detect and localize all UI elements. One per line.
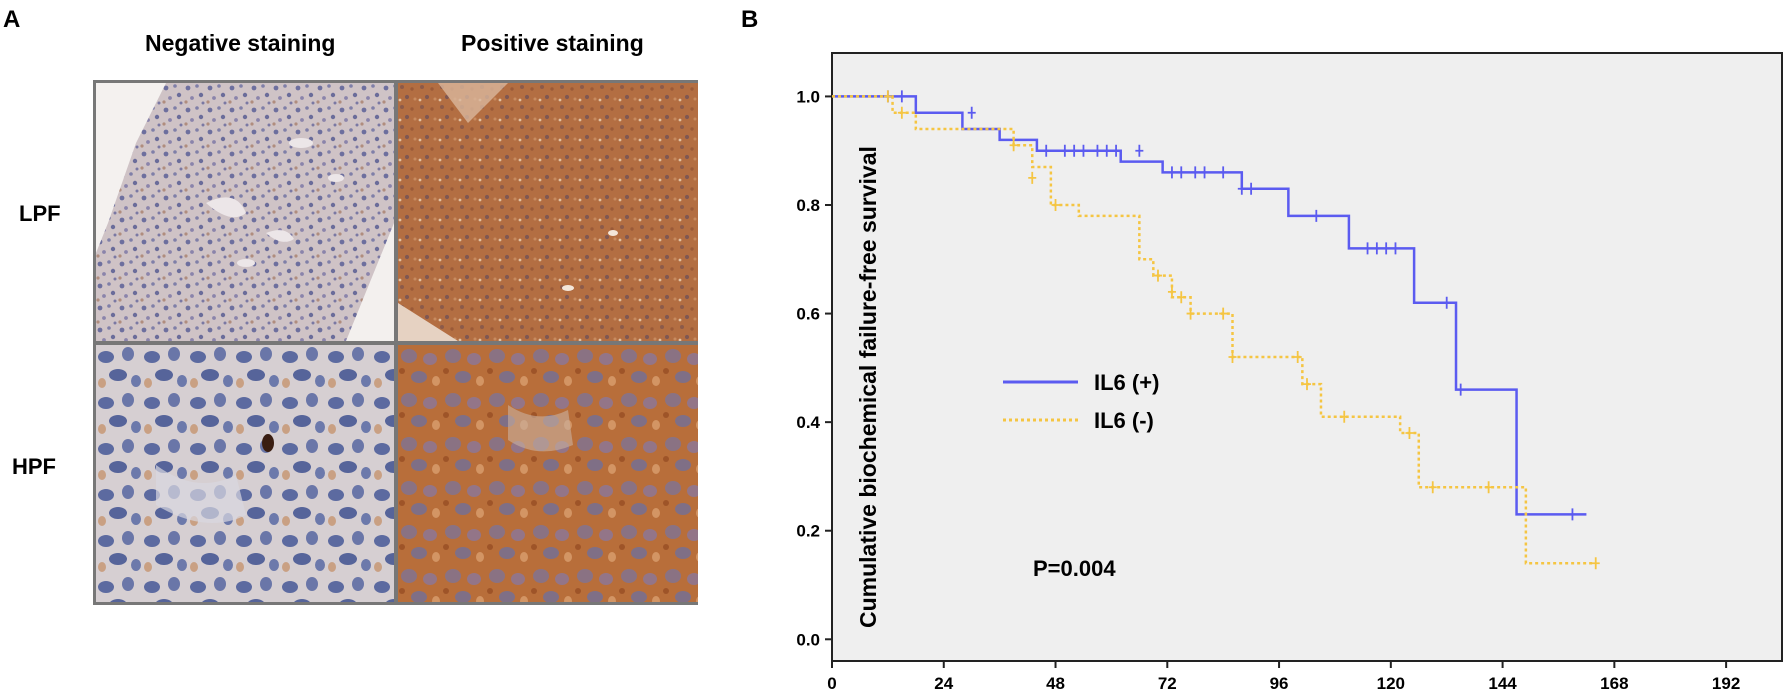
- censor-mark: [1079, 144, 1088, 157]
- x-tick-label: 192: [1712, 674, 1740, 693]
- censor-mark: [1340, 410, 1349, 423]
- censor-mark: [1009, 139, 1018, 152]
- censor-mark: [1442, 296, 1451, 309]
- y-tick-label: 0.0: [796, 630, 820, 649]
- censor-mark: [1060, 144, 1069, 157]
- censor-mark: [1028, 171, 1037, 184]
- panel-a-label: A: [3, 6, 21, 33]
- censor-mark: [1167, 166, 1176, 179]
- censor-mark: [1247, 182, 1256, 195]
- censor-mark: [1372, 242, 1381, 255]
- lpf-row-label: LPF: [19, 201, 61, 226]
- censor-mark: [1391, 242, 1400, 255]
- censor-mark: [1200, 166, 1209, 179]
- censor-mark: [967, 106, 976, 119]
- y-tick-label: 0.8: [796, 196, 820, 215]
- lpf-positive-micrograph: [398, 83, 698, 341]
- censor-mark: [1135, 144, 1144, 157]
- x-tick-label: 24: [934, 674, 953, 693]
- censor-mark: [897, 90, 906, 103]
- lpf-negative-micrograph: [96, 83, 394, 341]
- censor-mark: [1102, 144, 1111, 157]
- hpf-negative-micrograph: [96, 345, 394, 602]
- censor-mark: [1219, 166, 1228, 179]
- censor-mark: [1428, 481, 1437, 494]
- censor-mark: [1042, 144, 1051, 157]
- censor-mark: [1051, 199, 1060, 211]
- censor-mark: [1153, 269, 1162, 282]
- censor-mark: [1186, 307, 1195, 320]
- p-value-annotation: P=0.004: [1033, 556, 1116, 581]
- panel-b-label: B: [741, 6, 759, 33]
- censor-mark: [1312, 209, 1321, 222]
- y-tick-label: 1.0: [796, 87, 820, 106]
- x-tick-label: 168: [1600, 674, 1628, 693]
- x-tick-label: 0: [827, 674, 836, 693]
- censor-mark: [1456, 383, 1465, 396]
- censor-mark: [1484, 481, 1493, 494]
- censor-mark: [1303, 378, 1311, 391]
- x-tick-label: 48: [1046, 674, 1065, 693]
- censor-mark: [1219, 307, 1228, 320]
- censor-mark: [1591, 557, 1600, 570]
- positive-staining-heading: Positive staining: [461, 30, 644, 56]
- censor-mark: [1405, 427, 1414, 439]
- censor-mark: [1070, 144, 1079, 157]
- hpf-row-label: HPF: [12, 454, 56, 479]
- censor-mark: [1228, 351, 1237, 363]
- micrograph-grid: [93, 80, 698, 605]
- censor-mark: [1382, 242, 1391, 255]
- x-tick-label: 120: [1377, 674, 1405, 693]
- x-tick-label: 144: [1488, 674, 1517, 693]
- legend-label-il6-positive: IL6 (+): [1094, 370, 1159, 395]
- negative-staining-heading: Negative staining: [145, 30, 336, 56]
- plot-background: [831, 52, 1783, 662]
- censor-mark: [1093, 144, 1102, 157]
- censor-mark: [1363, 242, 1372, 255]
- y-axis-title: Cumulative biochemical failure-free surv…: [855, 146, 881, 628]
- censor-mark: [1568, 508, 1577, 521]
- censor-mark: [1293, 351, 1302, 363]
- censor-mark: [897, 106, 906, 119]
- x-tick-label: 72: [1158, 674, 1177, 693]
- censor-mark: [1112, 144, 1121, 157]
- censor-mark: [1177, 291, 1186, 304]
- x-tick-label: 96: [1270, 674, 1289, 693]
- censor-mark: [883, 90, 892, 103]
- censor-mark: [1191, 166, 1200, 179]
- censor-mark: [1237, 182, 1246, 195]
- y-tick-label: 0.6: [796, 305, 820, 324]
- hpf-positive-micrograph: [398, 345, 698, 602]
- censor-mark: [1177, 166, 1186, 179]
- legend-label-il6-negative: IL6 (-): [1094, 408, 1154, 433]
- y-tick-label: 0.2: [796, 522, 820, 541]
- y-tick-label: 0.4: [796, 413, 820, 432]
- censor-mark: [1167, 285, 1176, 298]
